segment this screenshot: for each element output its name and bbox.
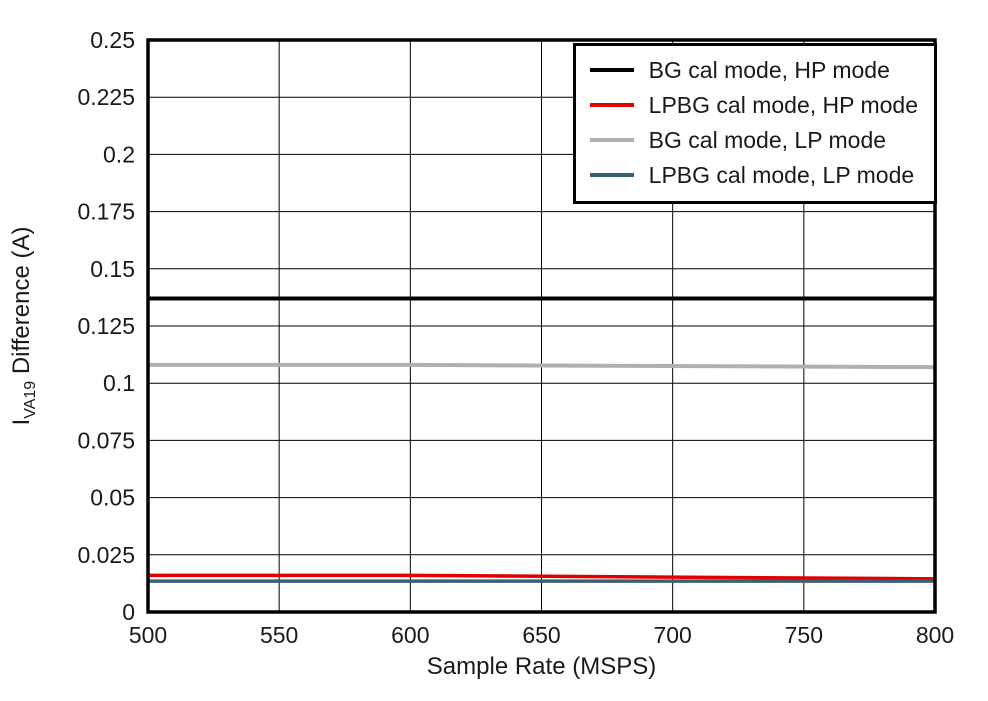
y-tick-label: 0 bbox=[122, 599, 135, 625]
x-axis-title: Sample Rate (MSPS) bbox=[426, 653, 657, 680]
legend-label: LPBG cal mode, LP mode bbox=[648, 162, 915, 188]
legend-line-swatch bbox=[589, 173, 634, 177]
plot-border bbox=[146, 38, 937, 614]
y-axis-title-sub: VA19 bbox=[21, 380, 39, 419]
legend-line-swatch bbox=[589, 138, 634, 142]
legend-item: LPBG cal mode, LP mode bbox=[589, 161, 918, 189]
legend-line-swatch bbox=[589, 68, 634, 72]
legend-label: BG cal mode, HP mode bbox=[648, 57, 890, 83]
x-tick-label: 700 bbox=[653, 622, 691, 648]
y-axis-title-base: I bbox=[8, 418, 36, 426]
y-tick-label: 0.05 bbox=[90, 485, 135, 511]
y-axis-title: IVA19 Difference (A) bbox=[8, 227, 40, 426]
x-tick-label: 550 bbox=[260, 622, 298, 648]
legend-item: BG cal mode, HP mode bbox=[589, 56, 918, 84]
legend-item: BG cal mode, LP mode bbox=[589, 126, 918, 154]
x-tick-label: 800 bbox=[916, 622, 954, 648]
y-axis-title-rest: Difference (A) bbox=[8, 226, 36, 381]
legend-item: LPBG cal mode, HP mode bbox=[589, 91, 918, 119]
y-tick-label: 0.1 bbox=[103, 370, 135, 396]
y-tick-label: 0.2 bbox=[103, 141, 135, 167]
x-tick-label: 600 bbox=[391, 622, 429, 648]
legend-label: BG cal mode, LP mode bbox=[648, 127, 887, 153]
y-tick-label: 0.25 bbox=[90, 27, 135, 53]
legend-line-swatch bbox=[589, 103, 634, 107]
y-tick-label: 0.125 bbox=[77, 313, 135, 339]
y-tick-label: 0.175 bbox=[77, 199, 135, 225]
y-tick-label: 0.15 bbox=[90, 256, 135, 282]
y-tick-label: 0.225 bbox=[77, 84, 135, 110]
series-line-2 bbox=[148, 362, 936, 370]
y-tick-label: 0.075 bbox=[77, 427, 135, 453]
series-line-1 bbox=[148, 573, 936, 581]
y-tick-label: 0.025 bbox=[77, 542, 135, 568]
legend-label: LPBG cal mode, HP mode bbox=[648, 92, 918, 118]
legend: BG cal mode, HP mode LPBG cal mode, HP m… bbox=[572, 43, 937, 204]
x-tick-label: 650 bbox=[522, 622, 560, 648]
x-tick-label: 500 bbox=[129, 622, 167, 648]
x-tick-label: 750 bbox=[785, 622, 823, 648]
